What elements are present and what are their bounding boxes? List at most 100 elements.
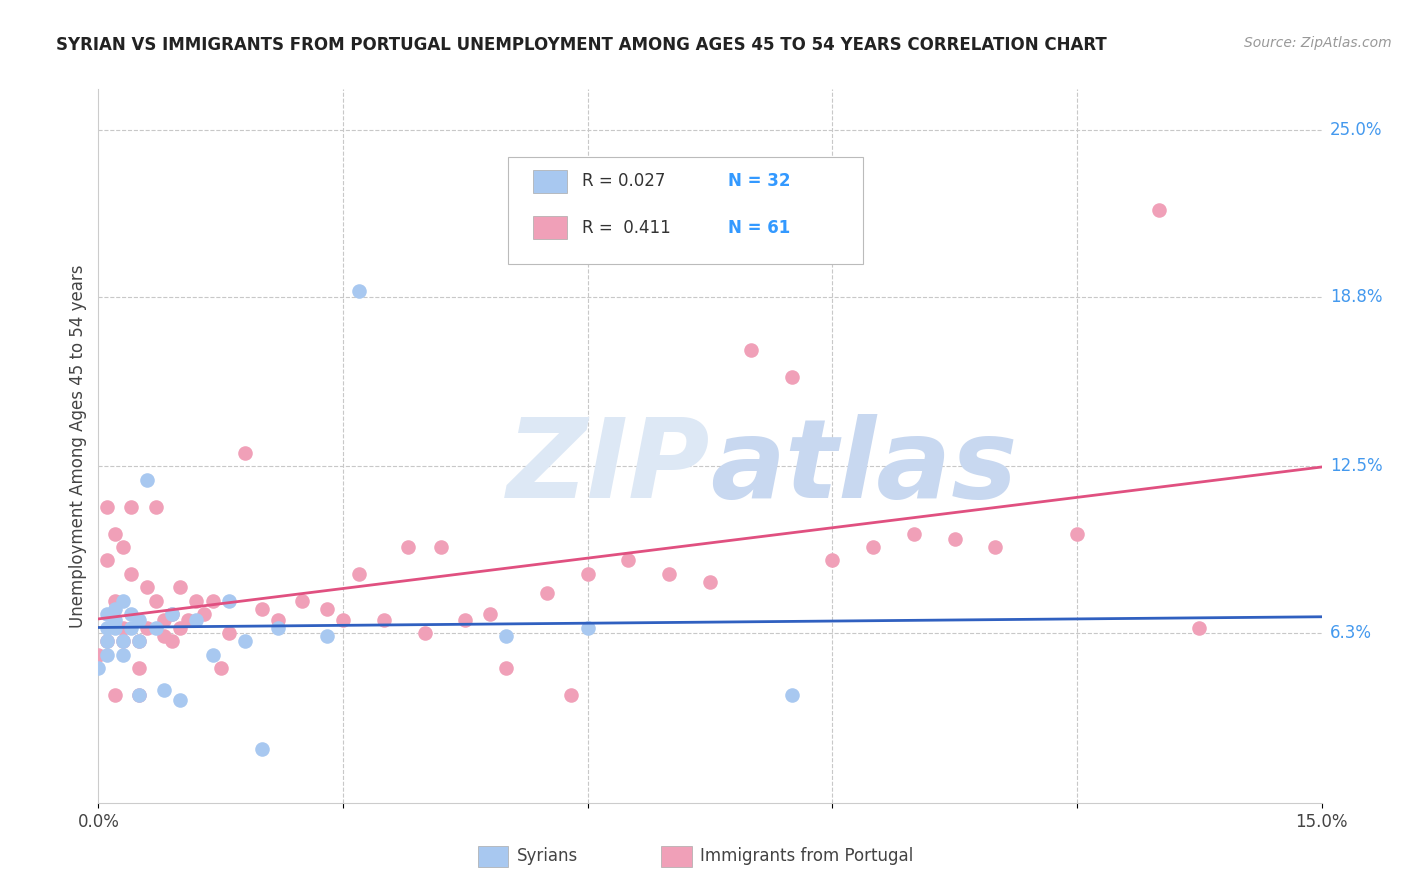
Point <box>780 688 803 702</box>
Point <box>576 566 599 581</box>
Point <box>233 634 256 648</box>
Text: 12.5%: 12.5% <box>1330 458 1382 475</box>
Point <box>120 607 142 622</box>
Point <box>136 621 159 635</box>
Text: Immigrants from Portugal: Immigrants from Portugal <box>700 847 914 865</box>
Point <box>373 613 395 627</box>
Point <box>943 532 966 546</box>
Point <box>315 602 337 616</box>
Point <box>120 500 142 514</box>
Point <box>536 586 558 600</box>
Point <box>201 594 224 608</box>
Point <box>111 540 134 554</box>
Point <box>862 540 884 554</box>
Point <box>332 613 354 627</box>
Text: N = 32: N = 32 <box>728 172 792 190</box>
Point <box>145 500 167 514</box>
FancyBboxPatch shape <box>533 216 567 239</box>
Text: atlas: atlas <box>710 414 1018 521</box>
Point <box>658 566 681 581</box>
Text: R =  0.411: R = 0.411 <box>582 219 671 236</box>
Point <box>104 688 127 702</box>
Text: 6.3%: 6.3% <box>1330 624 1372 642</box>
Point <box>780 370 803 384</box>
Point <box>128 688 150 702</box>
Text: R = 0.027: R = 0.027 <box>582 172 665 190</box>
Point <box>267 613 290 627</box>
Point <box>1066 526 1088 541</box>
Point <box>576 621 599 635</box>
Point <box>111 621 134 635</box>
Point <box>104 594 127 608</box>
Point <box>160 607 183 622</box>
Point <box>128 613 150 627</box>
Point <box>87 661 110 675</box>
Point <box>111 594 134 608</box>
Point <box>177 613 200 627</box>
Point <box>104 526 127 541</box>
Point <box>740 343 762 358</box>
Point <box>96 621 118 635</box>
FancyBboxPatch shape <box>508 157 863 264</box>
Point <box>96 607 118 622</box>
Point <box>96 500 118 514</box>
Point <box>169 580 191 594</box>
Point <box>87 648 110 662</box>
Point <box>454 613 477 627</box>
Point <box>120 621 142 635</box>
Point <box>478 607 501 622</box>
Point <box>104 621 127 635</box>
Point <box>430 540 453 554</box>
Point <box>193 607 215 622</box>
Point <box>111 634 134 648</box>
Point <box>1147 203 1170 218</box>
Point <box>96 634 118 648</box>
Text: Syrians: Syrians <box>517 847 578 865</box>
FancyBboxPatch shape <box>478 846 508 867</box>
Point <box>96 634 118 648</box>
Point <box>984 540 1007 554</box>
Point <box>136 580 159 594</box>
Point <box>104 613 127 627</box>
Text: 25.0%: 25.0% <box>1330 120 1382 138</box>
Point <box>349 284 371 298</box>
Point <box>136 473 159 487</box>
Text: 18.8%: 18.8% <box>1330 287 1382 306</box>
Point <box>111 648 134 662</box>
Point <box>495 661 517 675</box>
Point <box>291 594 314 608</box>
FancyBboxPatch shape <box>533 169 567 193</box>
Point <box>169 693 191 707</box>
Text: SYRIAN VS IMMIGRANTS FROM PORTUGAL UNEMPLOYMENT AMONG AGES 45 TO 54 YEARS CORREL: SYRIAN VS IMMIGRANTS FROM PORTUGAL UNEMP… <box>56 36 1107 54</box>
Point <box>821 553 844 567</box>
Text: ZIP: ZIP <box>506 414 710 521</box>
Point <box>96 648 118 662</box>
Point <box>128 634 150 648</box>
Point <box>250 742 273 756</box>
Text: N = 61: N = 61 <box>728 219 790 236</box>
Point <box>186 613 208 627</box>
Point <box>267 621 290 635</box>
Point <box>186 594 208 608</box>
Point <box>152 613 174 627</box>
Point <box>96 553 118 567</box>
Point <box>218 626 240 640</box>
Point <box>169 621 191 635</box>
Point <box>201 648 224 662</box>
Point <box>413 626 436 640</box>
Point <box>145 621 167 635</box>
Point <box>104 602 127 616</box>
Point <box>145 594 167 608</box>
Point <box>233 446 256 460</box>
Point <box>560 688 582 702</box>
Point <box>495 629 517 643</box>
Point <box>315 629 337 643</box>
Point <box>120 566 142 581</box>
Point <box>160 634 183 648</box>
Text: Source: ZipAtlas.com: Source: ZipAtlas.com <box>1244 36 1392 50</box>
Point <box>617 553 640 567</box>
Point <box>699 574 721 589</box>
Point <box>1188 621 1211 635</box>
Point <box>128 634 150 648</box>
FancyBboxPatch shape <box>661 846 692 867</box>
